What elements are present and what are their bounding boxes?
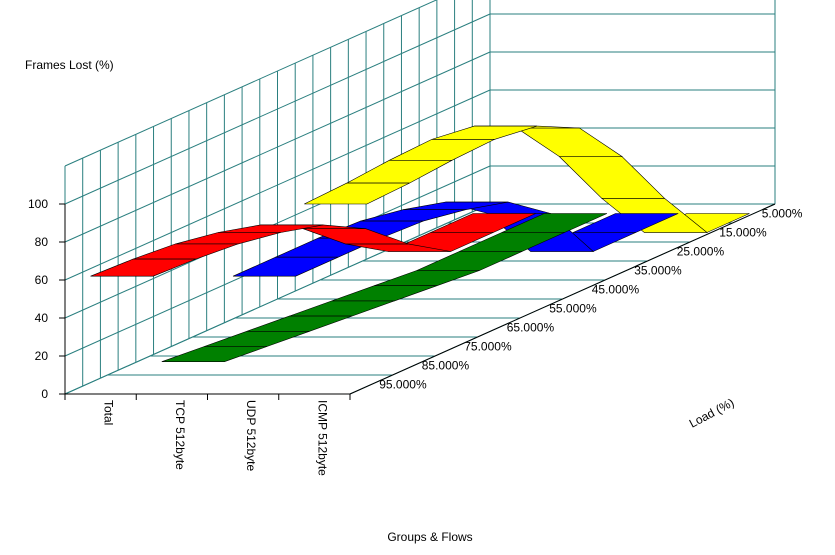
load-level-label: 75.000%: [464, 340, 512, 354]
category-label: TCP 512byte: [173, 400, 187, 470]
data-segment: [161, 346, 268, 363]
floor-edge: [64, 203, 491, 395]
data-segment: [175, 232, 281, 245]
category-label: Total: [102, 400, 116, 425]
grid: [64, 0, 776, 395]
data-segment: [204, 330, 310, 347]
category-label: UDP 512byte: [244, 400, 258, 471]
data-segment: [360, 209, 466, 222]
data-segment: [132, 243, 239, 260]
z-axis: [349, 203, 776, 395]
data-segment: [389, 139, 495, 161]
y-tick-label: 20: [35, 349, 49, 363]
load-level-label: 15.000%: [719, 226, 767, 240]
y-axis-title: Frames Lost (%): [25, 58, 114, 72]
series-ribbons: [90, 125, 750, 363]
data-segment: [515, 127, 623, 157]
left-wall-gridline: [64, 89, 491, 281]
data-segment: [90, 258, 196, 277]
axes: [59, 203, 776, 400]
data-segment: [346, 160, 453, 184]
series-icmp-512byte: [304, 125, 750, 233]
z-axis-title: Load (%): [687, 395, 737, 430]
load-level-label: 85.000%: [422, 359, 470, 373]
series-total: [90, 213, 536, 277]
y-tick-label: 60: [35, 273, 49, 287]
left-wall-gridline: [64, 13, 491, 205]
load-level-label: 5.000%: [762, 207, 803, 221]
data-segment: [374, 270, 480, 287]
series-tcp-512byte: [161, 213, 608, 363]
y-tick-label: 100: [28, 197, 48, 211]
category-label: ICMP 512byte: [315, 400, 329, 476]
load-level-label: 45.000%: [592, 283, 640, 297]
data-segment: [431, 125, 538, 140]
y-tick-label: 0: [41, 387, 48, 401]
data-segment: [304, 182, 410, 205]
y-tick-label: 80: [35, 235, 49, 249]
y-tick-label: 40: [35, 311, 49, 325]
load-level-label: 25.000%: [677, 245, 725, 259]
left-wall-gridline: [64, 51, 491, 243]
labels: 0 20 40 60 80 100 Total TCP 512byte UDP 512byte I…: [25, 58, 803, 544]
load-level-label: 95.000%: [379, 378, 427, 392]
load-level-label: 35.000%: [634, 264, 682, 278]
x-axis-title: Groups & Flows: [387, 530, 472, 544]
data-segment: [289, 300, 395, 317]
data-segment: [558, 156, 666, 199]
load-level-label: 65.000%: [507, 321, 555, 335]
left-wall-gridline: [64, 0, 438, 167]
data-segment: [232, 256, 339, 277]
load-level-label: 55.000%: [549, 302, 597, 316]
